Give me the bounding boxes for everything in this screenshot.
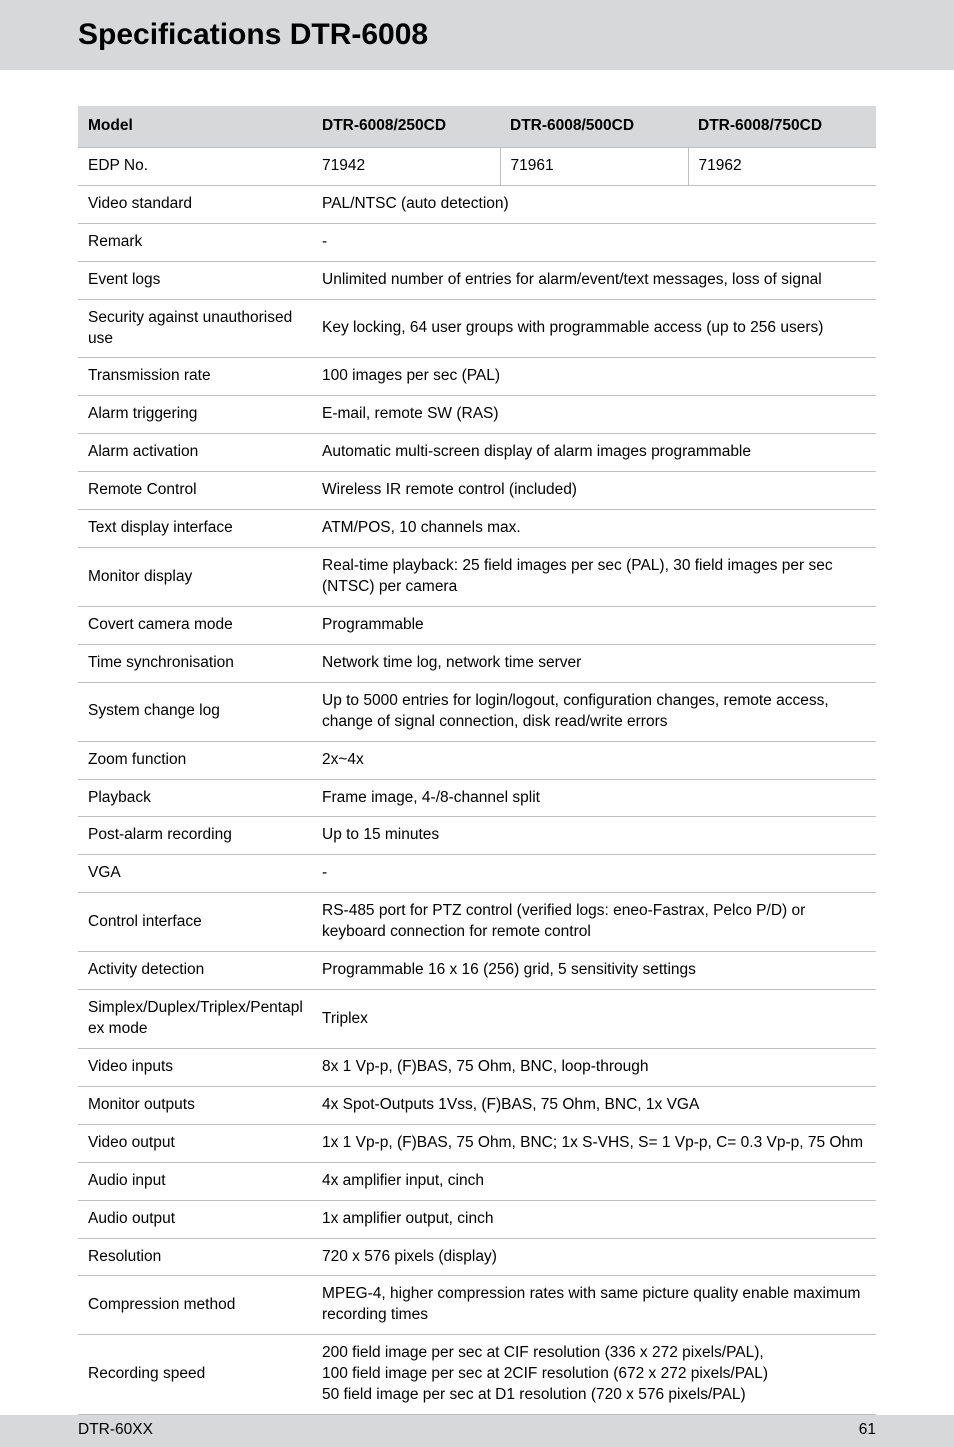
spec-value: 100 images per sec (PAL) (312, 358, 876, 396)
col-header: DTR-6008/750CD (688, 106, 876, 147)
spec-label: Covert camera mode (78, 606, 312, 644)
spec-label: Monitor outputs (78, 1086, 312, 1124)
spec-value: E-mail, remote SW (RAS) (312, 396, 876, 434)
spec-label: Remote Control (78, 472, 312, 510)
spec-value: Key locking, 64 user groups with program… (312, 299, 876, 358)
spec-value: Up to 5000 entries for login/logout, con… (312, 682, 876, 741)
page-title: Specifications DTR-6008 (78, 18, 954, 52)
spec-value: 71962 (688, 147, 876, 185)
spec-label: Video inputs (78, 1048, 312, 1086)
spec-label: Video output (78, 1124, 312, 1162)
spec-value: - (312, 223, 876, 261)
spec-label: Audio output (78, 1200, 312, 1238)
spec-label: Resolution (78, 1238, 312, 1276)
spec-value: 8x 1 Vp-p, (F)BAS, 75 Ohm, BNC, loop-thr… (312, 1048, 876, 1086)
footer-right: 61 (859, 1421, 876, 1439)
spec-label: Security against unauthorised use (78, 299, 312, 358)
spec-label: Compression method (78, 1276, 312, 1335)
col-header: DTR-6008/250CD (312, 106, 500, 147)
spec-value: Automatic multi-screen display of alarm … (312, 434, 876, 472)
spec-label: Text display interface (78, 510, 312, 548)
spec-label: Post-alarm recording (78, 817, 312, 855)
spec-label: Remark (78, 223, 312, 261)
spec-label: Monitor display (78, 548, 312, 607)
spec-value: Triplex (312, 990, 876, 1049)
spec-value: 200 field image per sec at CIF resolutio… (312, 1335, 876, 1415)
spec-value: 720 x 576 pixels (display) (312, 1238, 876, 1276)
spec-value: Wireless IR remote control (included) (312, 472, 876, 510)
spec-value: PAL/NTSC (auto detection) (312, 185, 876, 223)
spec-value: 4x Spot-Outputs 1Vss, (F)BAS, 75 Ohm, BN… (312, 1086, 876, 1124)
spec-value: 4x amplifier input, cinch (312, 1162, 876, 1200)
spec-value: 1x amplifier output, cinch (312, 1200, 876, 1238)
spec-value: MPEG-4, higher compression rates with sa… (312, 1276, 876, 1335)
spec-value: RS-485 port for PTZ control (verified lo… (312, 893, 876, 952)
spec-label: Transmission rate (78, 358, 312, 396)
spec-value: 71942 (312, 147, 500, 185)
spec-label: Audio input (78, 1162, 312, 1200)
spec-label: Time synchronisation (78, 644, 312, 682)
spec-label: Playback (78, 779, 312, 817)
spec-label: Video standard (78, 185, 312, 223)
col-header: DTR-6008/500CD (500, 106, 688, 147)
spec-value: 2x~4x (312, 741, 876, 779)
spec-value: Frame image, 4-/8-channel split (312, 779, 876, 817)
spec-value: 1x 1 Vp-p, (F)BAS, 75 Ohm, BNC; 1x S-VHS… (312, 1124, 876, 1162)
col-header: Model (78, 106, 312, 147)
spec-value: Network time log, network time server (312, 644, 876, 682)
spec-label: Alarm triggering (78, 396, 312, 434)
spec-value: - (312, 855, 876, 893)
spec-label: Control interface (78, 893, 312, 952)
spec-value: Programmable 16 x 16 (256) grid, 5 sensi… (312, 952, 876, 990)
spec-value: Up to 15 minutes (312, 817, 876, 855)
footer-left: DTR-60XX (78, 1421, 153, 1439)
page-footer: DTR-60XX 61 (0, 1415, 954, 1447)
spec-label: Simplex/Duplex/Triplex/Pentaplex mode (78, 990, 312, 1049)
spec-label: Zoom function (78, 741, 312, 779)
spec-value: 71961 (500, 147, 688, 185)
spec-label: System change log (78, 682, 312, 741)
spec-value: Unlimited number of entries for alarm/ev… (312, 261, 876, 299)
spec-label: EDP No. (78, 147, 312, 185)
spec-table: ModelDTR-6008/250CDDTR-6008/500CDDTR-600… (78, 106, 876, 1415)
spec-value: Programmable (312, 606, 876, 644)
spec-label: Alarm activation (78, 434, 312, 472)
spec-label: Recording speed (78, 1335, 312, 1415)
spec-value: Real-time playback: 25 field images per … (312, 548, 876, 607)
spec-label: VGA (78, 855, 312, 893)
spec-value: ATM/POS, 10 channels max. (312, 510, 876, 548)
title-bar: Specifications DTR-6008 (0, 0, 954, 70)
spec-label: Event logs (78, 261, 312, 299)
spec-label: Activity detection (78, 952, 312, 990)
